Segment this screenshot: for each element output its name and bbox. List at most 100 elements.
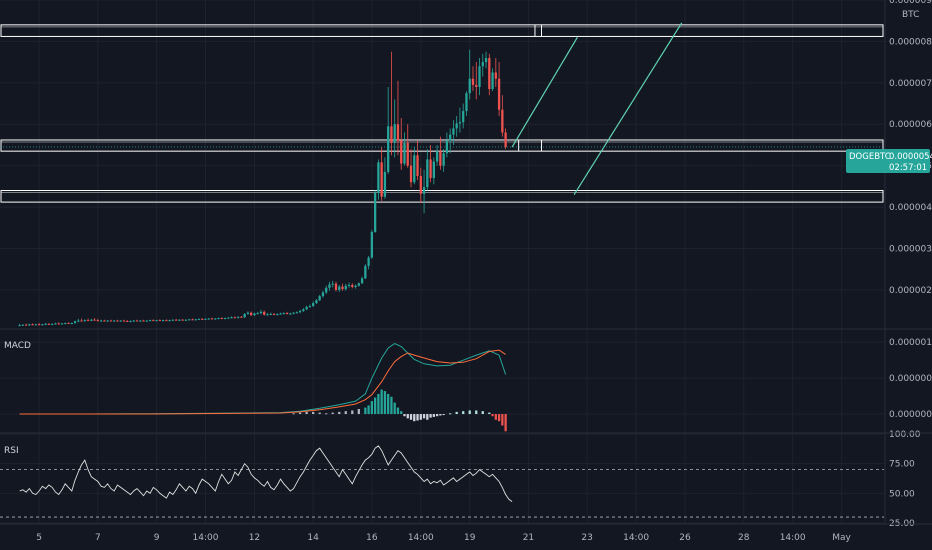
- candle-body: [168, 320, 171, 322]
- x-tick-label: 14:00: [193, 533, 219, 543]
- macd-histogram-bar: [491, 414, 494, 417]
- candle-body: [344, 285, 347, 290]
- macd-histogram-bar: [462, 411, 465, 415]
- price-axis-tick: 0.00000800: [889, 37, 932, 47]
- macd-histogram-bar: [504, 414, 507, 432]
- candle-body: [113, 320, 116, 322]
- candle-body: [73, 321, 77, 324]
- candle-body: [223, 318, 227, 320]
- candle-body: [142, 320, 145, 322]
- x-tick-label: 21: [523, 533, 534, 543]
- x-tick-label: 26: [679, 533, 691, 543]
- candle-body: [184, 319, 188, 321]
- candle-body: [103, 320, 106, 322]
- candle-body: [83, 320, 86, 322]
- macd-histogram-bar: [344, 411, 347, 415]
- candle-body: [370, 231, 374, 258]
- candle-body: [64, 323, 67, 325]
- candle-body: [409, 165, 413, 183]
- x-tick-label: 19: [464, 533, 476, 543]
- candle-body: [51, 323, 54, 325]
- candle-body: [367, 257, 370, 266]
- candle-body: [426, 159, 429, 188]
- macd-histogram-bar: [367, 405, 370, 415]
- candle-body: [181, 319, 184, 321]
- macd-histogram-bar: [383, 391, 387, 415]
- candle-body: [47, 323, 51, 325]
- macd-histogram-bar: [380, 389, 383, 415]
- x-tick-label: 5: [36, 533, 42, 543]
- candle-body: [298, 311, 302, 313]
- candle-body: [246, 312, 250, 314]
- candle-body: [390, 126, 393, 143]
- candle-body: [60, 323, 64, 325]
- candle-body: [387, 126, 390, 172]
- candle-body: [233, 317, 237, 319]
- rsi-line: [19, 445, 513, 502]
- zones-layer: [0, 24, 884, 203]
- x-tick-label: 7: [95, 533, 101, 543]
- x-tick-label: 14:00: [408, 533, 434, 543]
- candle-body: [285, 313, 289, 315]
- candle-body: [139, 320, 142, 322]
- candle-body: [86, 320, 90, 322]
- signal-line: [19, 349, 506, 415]
- x-tick-label: 12: [249, 533, 260, 543]
- candle-body: [135, 320, 139, 322]
- candle-body: [471, 78, 475, 85]
- macd-histogram-bar: [439, 414, 442, 416]
- candle-body: [445, 140, 449, 154]
- candle-body: [396, 124, 400, 141]
- candle-body: [158, 320, 161, 322]
- candle-body: [341, 286, 344, 290]
- rsi-axis-tick: 50.00: [889, 489, 915, 499]
- candle-body: [266, 314, 269, 316]
- candle-body: [204, 318, 207, 320]
- macd-histogram-bar: [494, 414, 497, 420]
- zone-rectangle: [0, 190, 884, 203]
- candle-body: [452, 128, 455, 135]
- candle-body: [289, 313, 292, 315]
- candle-body: [403, 142, 406, 164]
- x-tick-label: 23: [581, 533, 592, 543]
- candle-body: [321, 292, 325, 297]
- candle-body: [263, 311, 266, 315]
- candle-body: [413, 155, 416, 183]
- macd-histogram-bar: [501, 414, 504, 426]
- candle-body: [406, 142, 409, 166]
- candle-body: [491, 72, 494, 90]
- candle-body: [106, 320, 109, 322]
- candle-body: [54, 323, 57, 325]
- candle-body: [279, 313, 282, 315]
- price-tag[interactable]: DOGEBTC 0.00000545 02:57:01: [846, 149, 932, 173]
- candle-body: [364, 265, 367, 279]
- candle-body: [155, 320, 158, 322]
- macd-histogram-bar: [426, 414, 429, 420]
- price-axis-tick: 0.00000700: [889, 79, 932, 89]
- candle-body: [165, 320, 168, 322]
- candle-body: [462, 110, 465, 123]
- candle-body: [41, 324, 44, 326]
- candle-body: [191, 319, 194, 321]
- zone-rectangle: [0, 24, 884, 37]
- price-axis-tick: 0.00000900: [889, 0, 932, 6]
- candle-body: [276, 313, 279, 315]
- candle-body: [80, 320, 83, 322]
- candle-body: [148, 320, 152, 322]
- macd-histogram-bar: [396, 407, 400, 415]
- candle-body: [259, 311, 263, 314]
- macd-histogram-bar: [393, 402, 396, 415]
- macd-axis-tick: 0.00000000: [889, 410, 932, 420]
- macd-histogram-bar: [370, 401, 374, 415]
- macd-histogram-bar: [481, 411, 484, 415]
- candle-body: [455, 123, 458, 129]
- macd-histogram-bar: [351, 410, 354, 415]
- rsi-panel-title: RSI: [4, 446, 19, 456]
- macd-histogram-bar: [419, 414, 422, 420]
- macd-panel-title: MACD: [4, 341, 31, 351]
- candle-body: [109, 320, 113, 322]
- candle-body: [28, 324, 31, 326]
